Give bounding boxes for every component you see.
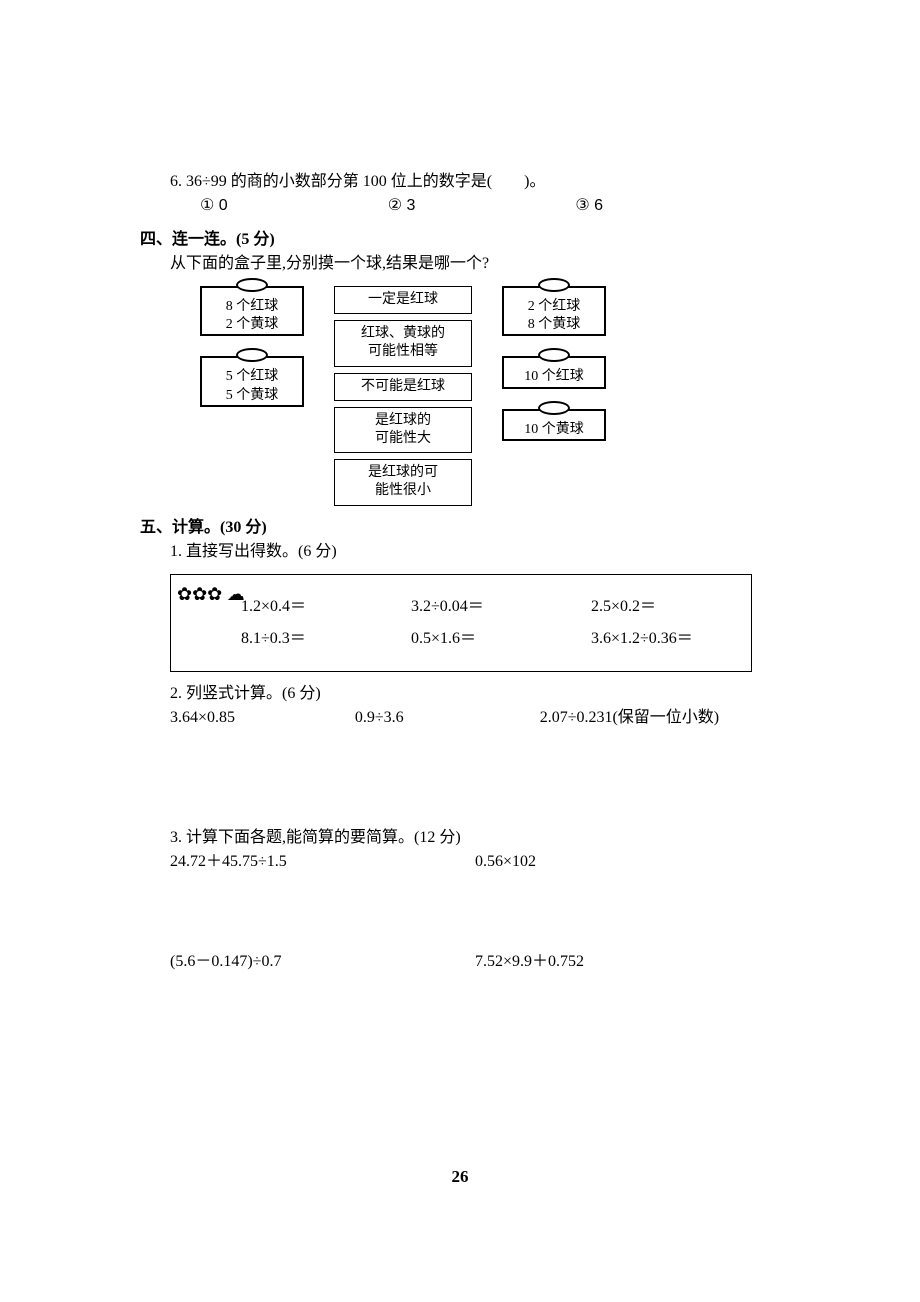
work-space bbox=[140, 880, 780, 950]
expr: (5.6－0.147)÷0.7 bbox=[170, 950, 475, 974]
work-space bbox=[140, 736, 780, 826]
outcome-equal: 红球、黄球的 可能性相等 bbox=[334, 320, 472, 366]
expr: 0.5×1.6＝ bbox=[411, 627, 561, 651]
outcome-must-red: 一定是红球 bbox=[334, 286, 472, 314]
expr: 24.72＋45.75÷1.5 bbox=[170, 850, 475, 874]
section-5-header: 五、计算。(30 分) bbox=[140, 516, 780, 540]
decoration-icon: ✿✿✿ ☁ bbox=[177, 581, 245, 608]
expr: 7.52×9.9＋0.752 bbox=[475, 950, 780, 974]
box-5red-5yellow: 5 个红球 5 个黄球 bbox=[200, 356, 304, 406]
calc-row-2: 8.1÷0.3＝ 0.5×1.6＝ 3.6×1.2÷0.36＝ bbox=[241, 627, 731, 651]
expr: 3.2÷0.04＝ bbox=[411, 595, 561, 619]
box-lid-icon bbox=[236, 348, 268, 362]
page-number: 26 bbox=[0, 1167, 920, 1187]
expr: 0.9÷3.6 bbox=[355, 706, 540, 730]
right-boxes: 2 个红球 8 个黄球 10 个红球 10 个黄球 bbox=[502, 286, 606, 441]
box-2red-8yellow: 2 个红球 8 个黄球 bbox=[502, 286, 606, 336]
outcome-unlikely-red: 是红球的可 能性很小 bbox=[334, 459, 472, 505]
calc-row-3a: 24.72＋45.75÷1.5 0.56×102 bbox=[170, 850, 780, 874]
calc-row-1: 1.2×0.4＝ 3.2÷0.04＝ 2.5×0.2＝ bbox=[241, 595, 731, 619]
box-8red-2yellow: 8 个红球 2 个黄球 bbox=[200, 286, 304, 336]
choice-1: ① 0 bbox=[200, 194, 228, 218]
expr: 1.2×0.4＝ bbox=[241, 595, 381, 619]
expr: 0.56×102 bbox=[475, 850, 780, 874]
problem-5-3-title: 3. 计算下面各题,能简算的要简算。(12 分) bbox=[170, 826, 780, 850]
box-line: 10 个黄球 bbox=[504, 421, 604, 439]
box-10red: 10 个红球 bbox=[502, 356, 606, 388]
vertical-calc-row: 3.64×0.85 0.9÷3.6 2.07÷0.231(保留一位小数) bbox=[170, 706, 780, 730]
expr: 8.1÷0.3＝ bbox=[241, 627, 381, 651]
section-4-prompt: 从下面的盒子里,分别摸一个球,结果是哪一个? bbox=[170, 252, 780, 276]
box-10yellow: 10 个黄球 bbox=[502, 409, 606, 441]
expr: 3.64×0.85 bbox=[170, 706, 355, 730]
question-6: 6. 36÷99 的商的小数部分第 100 位上的数字是( )。 bbox=[170, 170, 780, 194]
expr: 2.07÷0.231(保留一位小数) bbox=[540, 706, 780, 730]
box-lid-icon bbox=[538, 348, 570, 362]
question-6-choices: ① 0 ② 3 ③ 6 bbox=[200, 194, 780, 218]
expr: 2.5×0.2＝ bbox=[591, 595, 656, 619]
expr: 3.6×1.2÷0.36＝ bbox=[591, 627, 693, 651]
problem-5-1-title: 1. 直接写出得数。(6 分) bbox=[170, 540, 780, 564]
problem-5-2-title: 2. 列竖式计算。(6 分) bbox=[170, 682, 780, 706]
worksheet-page: 6. 36÷99 的商的小数部分第 100 位上的数字是( )。 ① 0 ② 3… bbox=[0, 0, 920, 1040]
box-line: 2 个红球 bbox=[504, 298, 604, 316]
choice-3: ③ 6 bbox=[575, 194, 603, 218]
box-line: 5 个黄球 bbox=[202, 387, 302, 405]
box-line: 5 个红球 bbox=[202, 368, 302, 386]
box-line: 8 个黄球 bbox=[504, 316, 604, 334]
box-lid-icon bbox=[538, 401, 570, 415]
box-lid-icon bbox=[236, 278, 268, 292]
box-line: 10 个红球 bbox=[504, 368, 604, 386]
outcome-likely-red: 是红球的 可能性大 bbox=[334, 407, 472, 453]
mental-math-box: ✿✿✿ ☁ 1.2×0.4＝ 3.2÷0.04＝ 2.5×0.2＝ 8.1÷0.… bbox=[170, 574, 752, 672]
left-boxes: 8 个红球 2 个黄球 5 个红球 5 个黄球 bbox=[200, 286, 304, 407]
choice-2: ② 3 bbox=[388, 194, 416, 218]
box-lid-icon bbox=[538, 278, 570, 292]
outcome-not-red: 不可能是红球 bbox=[334, 373, 472, 401]
matching-diagram: 8 个红球 2 个黄球 5 个红球 5 个黄球 一定是红球 红球、黄球的 可能性… bbox=[200, 286, 780, 506]
box-line: 8 个红球 bbox=[202, 298, 302, 316]
calc-row-3b: (5.6－0.147)÷0.7 7.52×9.9＋0.752 bbox=[170, 950, 780, 974]
outcome-boxes: 一定是红球 红球、黄球的 可能性相等 不可能是红球 是红球的 可能性大 是红球的… bbox=[334, 286, 472, 506]
section-4-header: 四、连一连。(5 分) bbox=[140, 228, 780, 252]
box-line: 2 个黄球 bbox=[202, 316, 302, 334]
